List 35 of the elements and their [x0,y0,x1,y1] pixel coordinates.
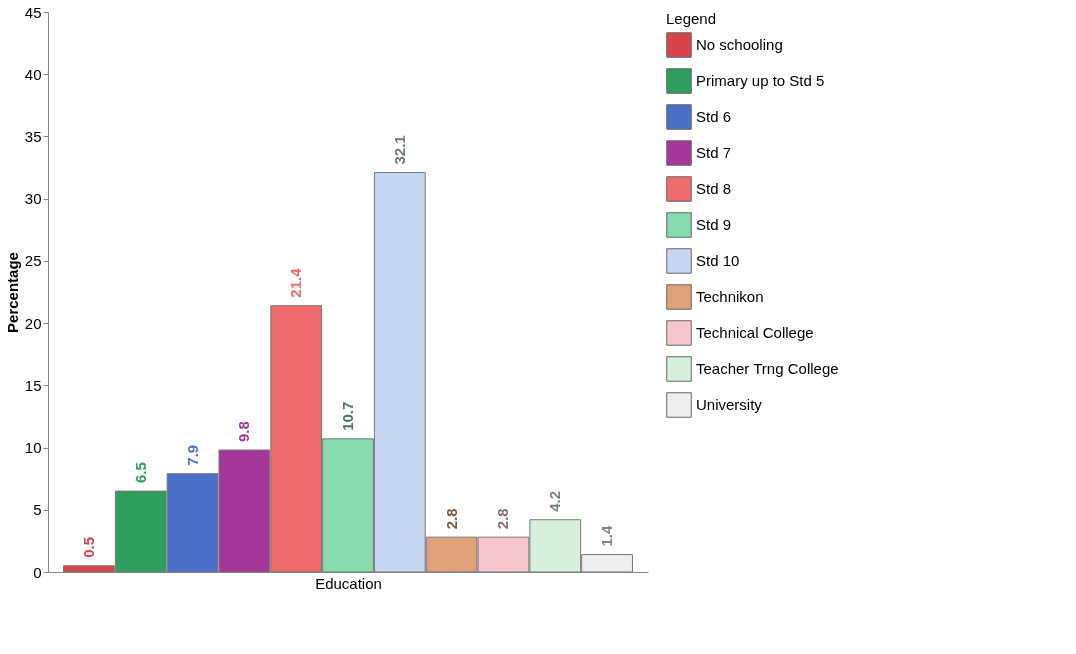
y-axis-title: Percentage [3,252,21,333]
y-tick-label: 45 [24,3,42,21]
y-tick-label: 0 [33,563,42,581]
data-label: 4.2 [546,490,564,512]
legend-label: Technical College [696,324,814,341]
data-label: 1.4 [598,525,616,547]
legend-label: No schooling [696,36,783,53]
legend-label: Std 6 [696,108,732,125]
data-label: 9.8 [235,421,253,443]
y-tick-label: 15 [24,376,42,394]
data-label: 2.8 [494,508,512,530]
data-label: 32.1 [390,135,408,165]
data-label: 7.9 [183,444,201,466]
y-tick-label: 5 [33,501,42,519]
data-label: 21.4 [287,267,305,298]
data-label: 6.5 [131,462,149,484]
legend-label: Std 9 [696,216,732,233]
y-tick-label: 25 [24,252,42,270]
y-tick-label: 20 [24,314,42,332]
legend-label: Std 8 [696,180,732,197]
legend-label: Primary up to Std 5 [696,72,825,89]
x-axis-title: Education [315,574,382,592]
legend-label: Std 10 [696,252,740,269]
y-tick-label: 30 [24,190,42,208]
legend-title: Legend [666,10,717,27]
data-label: 0.5 [79,536,97,558]
legend-label: Std 7 [696,144,732,161]
legend-label: Technikon [696,288,764,305]
y-tick-label: 10 [24,439,42,457]
data-label: 2.8 [442,508,460,530]
data-label: 10.7 [339,401,356,431]
y-tick-label: 40 [24,65,42,83]
legend-label: University [696,396,763,413]
y-tick-label: 35 [24,127,42,145]
legend-label: Teacher Trng College [696,360,839,377]
